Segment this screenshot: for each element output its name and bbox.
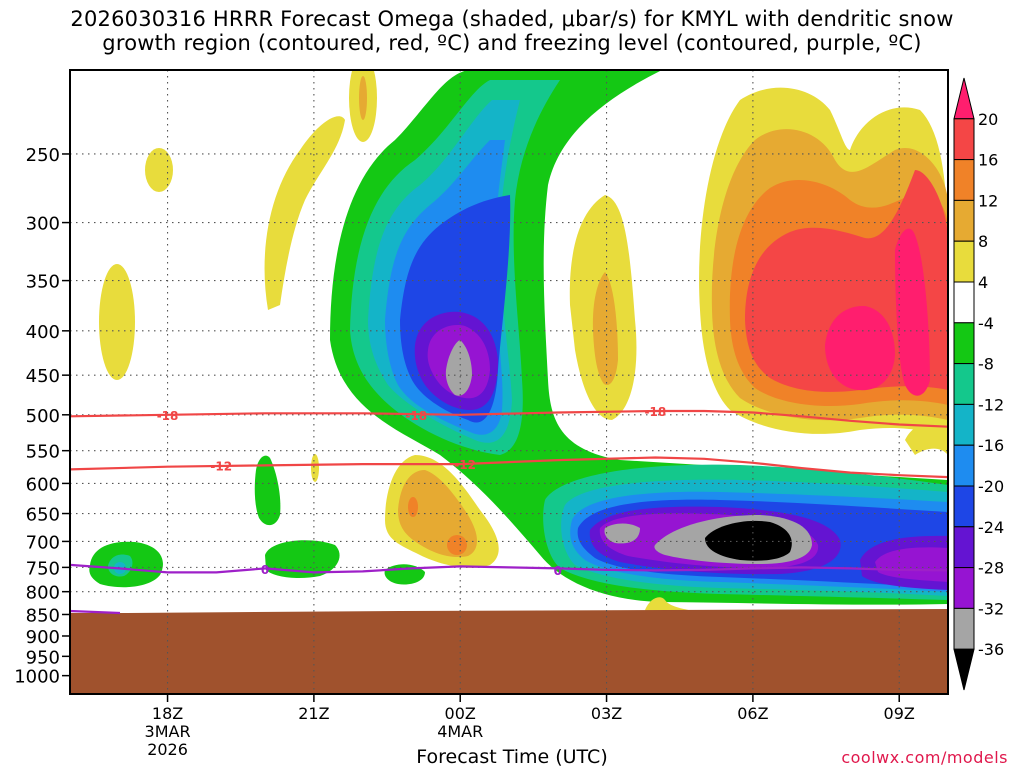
omega-shading [89, 70, 948, 614]
y-tick-label: 450 [26, 366, 60, 387]
contour-label: -12 [210, 459, 232, 473]
colorbar-label: 12 [978, 191, 998, 210]
colorbar-label: -36 [978, 640, 1004, 659]
y-tick-label: 850 [26, 605, 60, 626]
contour-line [69, 456, 949, 479]
colorbar-label: -12 [978, 395, 1004, 414]
contour-line [69, 563, 949, 574]
x-tick-sublabel: 3MAR [145, 722, 191, 741]
x-tick-label: 18Z [152, 704, 183, 723]
y-tick-label: 500 [26, 406, 60, 427]
colorbar-label: -20 [978, 477, 1004, 496]
terrain-fill [70, 609, 948, 694]
y-tick-label: 950 [26, 647, 60, 668]
contour-label: -18 [157, 409, 179, 423]
colorbar-swatch [953, 607, 975, 650]
x-tick-sublabel: 2026 [147, 740, 188, 759]
contour-line [69, 409, 949, 428]
contour-line [69, 609, 121, 615]
contour-label: -12 [454, 458, 476, 472]
chart-title-line-1: 2026030316 HRRR Forecast Omega (shaded, … [70, 7, 954, 31]
y-axis-ticks: 2503003504004505005506006507007508008509… [14, 145, 70, 688]
colorbar-label: -8 [978, 355, 994, 374]
colorbar-swatch [953, 526, 975, 569]
y-tick-label: 550 [26, 442, 60, 463]
y-tick-label: 250 [26, 145, 60, 166]
colorbar-swatch [953, 281, 975, 324]
contour-label: -18 [405, 409, 427, 423]
temperature-contours [69, 409, 949, 615]
colorbar-label: 8 [978, 232, 988, 251]
colorbar-label: -24 [978, 518, 1004, 537]
colorbar-swatch [953, 567, 975, 609]
omega-cell-surface [645, 597, 700, 614]
x-tick-label: 03Z [591, 704, 622, 723]
y-tick-label: 1000 [14, 667, 60, 688]
plot-frame [69, 69, 949, 695]
omega-cell-left-yellow [99, 70, 377, 380]
y-tick-label: 300 [26, 214, 60, 235]
colorbar-swatch [953, 444, 975, 487]
y-tick-label: 600 [26, 474, 60, 495]
colorbar-swatch [953, 77, 975, 120]
colorbar-label: -28 [978, 559, 1004, 578]
y-tick-label: 800 [26, 583, 60, 604]
x-tick-label: 00Z [445, 704, 476, 723]
colorbar-label: -4 [978, 314, 994, 333]
x-axis-label: Forecast Time (UTC) [416, 746, 608, 768]
y-tick-label: 400 [26, 322, 60, 343]
x-tick-label: 06Z [737, 704, 768, 723]
y-tick-label: 750 [26, 558, 60, 579]
omega-cell-upper-descent [569, 87, 948, 455]
contour-label: 0 [261, 563, 269, 577]
colorbar-swatch [953, 648, 975, 691]
x-tick-label: 09Z [884, 704, 915, 723]
y-tick-label: 650 [26, 505, 60, 526]
y-tick-label: 900 [26, 627, 60, 648]
credit-link[interactable]: coolwx.com/models [841, 748, 1008, 767]
contour-labels: -18 -18 -18 -12 -12 0 0 [157, 405, 666, 578]
x-tick-sublabel: 4MAR [437, 722, 483, 741]
x-tick-label: 21Z [298, 704, 329, 723]
colorbar-swatch [953, 240, 975, 283]
colorbar-label: 4 [978, 273, 988, 292]
colorbar-label: 20 [978, 110, 998, 129]
colorbar-swatch [953, 363, 975, 405]
colorbar-swatch [953, 322, 975, 365]
colorbar-label: 16 [978, 151, 998, 170]
y-tick-label: 350 [26, 272, 60, 293]
colorbar-swatch [953, 118, 975, 161]
colorbar-swatch [953, 403, 975, 446]
colorbar-swatch [953, 159, 975, 201]
colorbar-swatch [953, 199, 975, 242]
colorbar-swatch [953, 485, 975, 528]
colorbar-label: -32 [978, 599, 1004, 618]
omega-cell-mid-ascent [543, 464, 948, 600]
y-tick-label: 700 [26, 532, 60, 553]
chart-title-line-2: growth region (contoured, red, ºC) and f… [102, 31, 922, 55]
colorbar: 20 16 12 8 4 -4 -8 -12 -16 -20 -24 -28 -32 -36 [953, 77, 1004, 691]
colorbar-label: -16 [978, 436, 1004, 455]
contour-label: 0 [554, 564, 562, 578]
contour-label: -18 [644, 405, 666, 419]
